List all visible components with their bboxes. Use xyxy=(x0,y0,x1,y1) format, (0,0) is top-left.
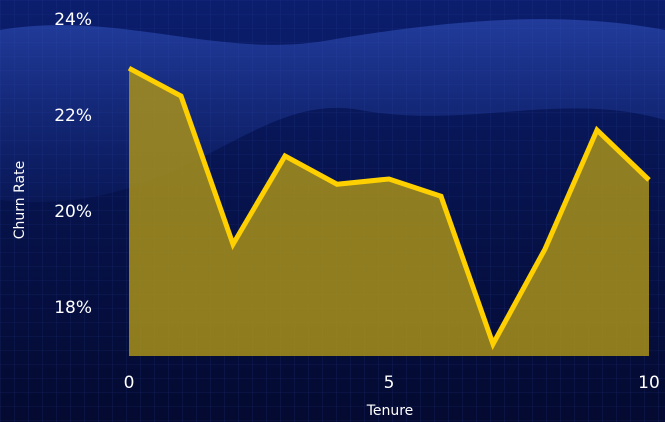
x-tick-label: 0 xyxy=(124,373,135,393)
y-tick-label: 22% xyxy=(54,106,92,126)
y-tick-label: 20% xyxy=(54,202,92,222)
x-tick-label: 10 xyxy=(638,373,660,393)
x-axis-title: Tenure xyxy=(366,403,414,419)
y-tick-label: 18% xyxy=(54,298,92,318)
area-fill xyxy=(129,68,649,356)
y-axis-title: Churn Rate xyxy=(12,161,28,239)
line xyxy=(127,65,651,351)
x-tick-label: 5 xyxy=(384,373,395,393)
y-tick-label: 24% xyxy=(54,10,92,30)
